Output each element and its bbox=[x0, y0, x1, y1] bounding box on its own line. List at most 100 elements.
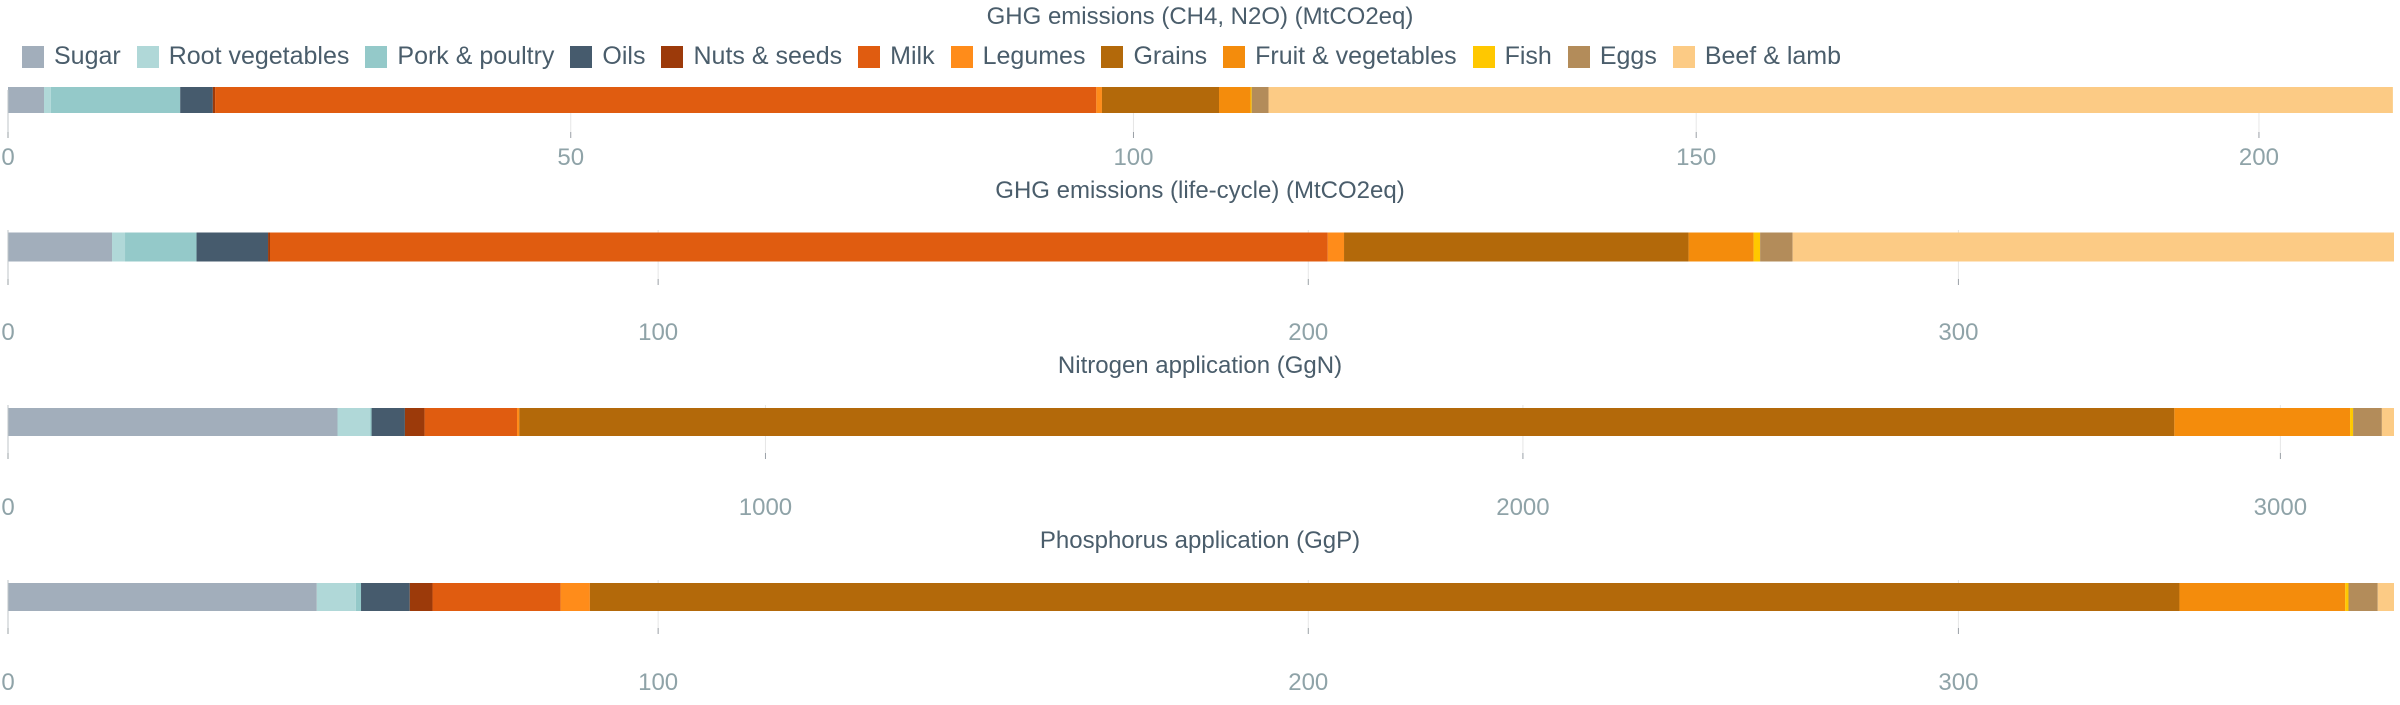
bar-segment bbox=[1344, 232, 1689, 262]
bar-segment bbox=[371, 408, 405, 436]
legend-item[interactable]: Legumes bbox=[950, 42, 1086, 71]
bar-segment bbox=[215, 87, 1097, 113]
tick-label: 0 bbox=[1, 319, 14, 346]
bar-segment bbox=[1753, 232, 1761, 262]
bar-segment bbox=[589, 583, 2180, 611]
legend-swatch bbox=[365, 45, 388, 68]
chart-title: GHG emissions (life-cycle) (MtCO2eq) bbox=[995, 177, 1404, 204]
bar-segment bbox=[125, 232, 197, 262]
tick-label: 0 bbox=[1, 494, 14, 521]
legend-swatch bbox=[136, 45, 159, 68]
legend-label: Root vegetables bbox=[168, 42, 350, 70]
legend-label: Oils bbox=[602, 42, 646, 70]
bar-segment bbox=[1268, 87, 2393, 113]
bar-segment bbox=[270, 232, 1328, 262]
tick-label: 100 bbox=[1113, 144, 1153, 171]
bar-segment bbox=[409, 583, 433, 611]
legend-item[interactable]: Fruit & vegetables bbox=[1223, 42, 1457, 71]
legend-item[interactable]: Grains bbox=[1101, 42, 1207, 71]
legend-swatch bbox=[661, 45, 684, 68]
bar-segment bbox=[8, 408, 338, 436]
legend-label: Milk bbox=[890, 42, 935, 70]
legend-item[interactable]: Pork & poultry bbox=[365, 42, 554, 71]
bar-segment bbox=[1792, 232, 2394, 262]
bar-segment bbox=[1327, 232, 1345, 262]
legend-item[interactable]: Eggs bbox=[1567, 42, 1657, 71]
bar-segment bbox=[1688, 232, 1754, 262]
bar-segment bbox=[1760, 232, 1793, 262]
legend-swatch bbox=[570, 45, 593, 68]
tick-label: 0 bbox=[1, 144, 14, 171]
legend-item[interactable]: Root vegetables bbox=[136, 42, 350, 71]
bar-segment bbox=[1219, 87, 1251, 113]
bar-segment bbox=[355, 583, 362, 611]
tick-label: 300 bbox=[1938, 319, 1978, 346]
legend-item[interactable]: Nuts & seeds bbox=[661, 42, 842, 71]
bar-segment bbox=[268, 232, 271, 262]
tick-label: 100 bbox=[638, 669, 678, 696]
legend-item[interactable]: Fish bbox=[1472, 42, 1552, 71]
legend-swatch bbox=[1472, 45, 1495, 68]
legend-swatch bbox=[858, 45, 881, 68]
bar-segment bbox=[2348, 583, 2378, 611]
bar-segment bbox=[196, 232, 269, 262]
bar-segment bbox=[370, 408, 372, 436]
tick-label: 200 bbox=[1288, 319, 1328, 346]
tick-label: 200 bbox=[1288, 669, 1328, 696]
bar-segment bbox=[517, 408, 520, 436]
bar-segment bbox=[180, 87, 213, 113]
bar-segment bbox=[404, 408, 425, 436]
tick-label: 150 bbox=[1676, 144, 1716, 171]
legend-label: Sugar bbox=[54, 42, 121, 70]
bar-segment bbox=[1096, 87, 1102, 113]
tick-label: 2000 bbox=[1496, 494, 1549, 521]
legend-label: Fruit & vegetables bbox=[1255, 42, 1457, 70]
legend-item[interactable]: Beef & lamb bbox=[1672, 42, 1842, 71]
bar-segment bbox=[2381, 408, 2394, 436]
bar-segment bbox=[424, 408, 518, 436]
legend-label: Fish bbox=[1504, 42, 1552, 70]
legend-item[interactable]: Oils bbox=[570, 42, 645, 71]
chart-title: Phosphorus application (GgP) bbox=[1040, 527, 1360, 554]
bar-segment bbox=[1101, 87, 1220, 113]
bar-segment bbox=[361, 583, 410, 611]
legend-label: Nuts & seeds bbox=[693, 42, 843, 70]
bar-segment bbox=[337, 408, 371, 436]
bar-segment bbox=[2377, 583, 2394, 611]
legend: Sugar Root vegetables Pork & poultry Oils Nu… bbox=[22, 42, 1857, 71]
bar-segment bbox=[44, 87, 51, 113]
bar-segment bbox=[519, 408, 2175, 436]
bar-segment bbox=[112, 232, 126, 262]
legend-swatch bbox=[1223, 45, 1246, 68]
legend-label: Grains bbox=[1133, 42, 1208, 70]
chart-title: Nitrogen application (GgN) bbox=[1058, 352, 1342, 379]
tick-label: 1000 bbox=[739, 494, 792, 521]
legend-item[interactable]: Milk bbox=[858, 42, 935, 71]
tick-label: 0 bbox=[1, 669, 14, 696]
tick-label: 100 bbox=[638, 319, 678, 346]
tick-label: 200 bbox=[2239, 144, 2279, 171]
bar-segment bbox=[1251, 87, 1269, 113]
bar-segment bbox=[2345, 583, 2349, 611]
legend-label: Legumes bbox=[982, 42, 1086, 70]
bar-segment bbox=[1250, 87, 1252, 113]
bar-segment bbox=[560, 583, 590, 611]
legend-label: Eggs bbox=[1599, 42, 1657, 70]
legend-swatch bbox=[1567, 45, 1590, 68]
tick-label: 3000 bbox=[2254, 494, 2307, 521]
bar-segment bbox=[50, 87, 181, 113]
bar-segment bbox=[212, 87, 216, 113]
legend-swatch bbox=[22, 45, 44, 68]
bar-segment bbox=[2350, 408, 2354, 436]
legend-swatch bbox=[950, 45, 973, 68]
bar-segment bbox=[8, 583, 317, 611]
bar-segment bbox=[8, 232, 113, 262]
tick-label: 50 bbox=[557, 144, 584, 171]
legend-label: Beef & lamb bbox=[1704, 42, 1842, 70]
legend-swatch bbox=[1101, 45, 1124, 68]
legend-item[interactable]: Sugar bbox=[22, 42, 121, 71]
bar-segment bbox=[2179, 583, 2346, 611]
bar-segment bbox=[8, 87, 45, 113]
